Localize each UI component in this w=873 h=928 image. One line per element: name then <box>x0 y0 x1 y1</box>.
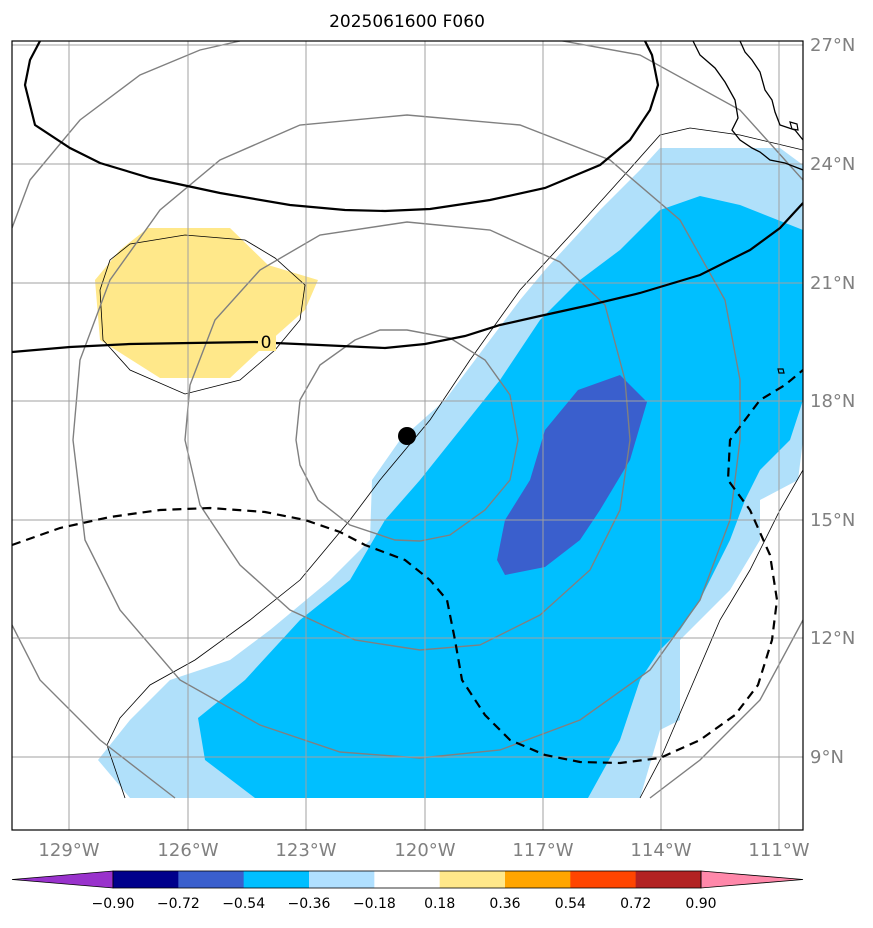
lat-tick: 12°N <box>810 628 855 649</box>
coastline-island <box>777 121 799 374</box>
fill-deep-sky-blue <box>198 196 803 798</box>
colorbar-outline <box>112 870 702 889</box>
lat-tick: 21°N <box>810 273 855 294</box>
lat-tick: 24°N <box>810 154 855 175</box>
colorbar-tick-label: 0.72 <box>620 896 651 912</box>
colorbar-segment <box>178 871 245 888</box>
colorbar-segment <box>570 871 637 888</box>
lon-tick: 126°W <box>157 840 218 861</box>
outline-yellow <box>99 234 306 395</box>
colorbar-segment <box>439 871 506 888</box>
lon-ticks: 129°W 126°W 123°W 120°W 117°W 114°W 111°… <box>38 840 809 861</box>
colorbar-segment <box>374 871 441 888</box>
lat-tick: 27°N <box>810 35 855 56</box>
coastline <box>692 41 803 171</box>
storm-center-marker <box>398 427 416 445</box>
colorbar-tick-label: −0.18 <box>353 896 396 912</box>
colorbar-tick-label: −0.72 <box>157 896 200 912</box>
map-frame <box>11 40 804 831</box>
colorbar-tick-label: −0.90 <box>92 896 135 912</box>
colorbar-tick-label: −0.54 <box>222 896 265 912</box>
contour-label-bg <box>258 333 276 351</box>
colorbar-tick-label: 0.90 <box>685 896 716 912</box>
lon-tick: 117°W <box>512 840 573 861</box>
range-rings <box>12 41 803 799</box>
lon-tick: 114°W <box>630 840 691 861</box>
colorbar-segment <box>635 871 702 888</box>
figure-title: 2025061600 F060 <box>329 12 485 32</box>
contour-solid-north <box>23 41 660 213</box>
lat-tick: 9°N <box>810 747 844 768</box>
colorbar-extend-high <box>700 870 804 889</box>
lat-tick: 15°N <box>810 510 855 531</box>
colorbar-tick-label: 0.36 <box>489 896 520 912</box>
outline-blue-east <box>639 469 803 799</box>
lat-tick: 18°N <box>810 391 855 412</box>
lat-ticks: 27°N 24°N 21°N 18°N 15°N 12°N 9°N <box>810 35 855 768</box>
colorbar-segment <box>113 871 179 888</box>
colorbar-segment <box>309 871 375 888</box>
lon-tick: 129°W <box>38 840 99 861</box>
colorbar-tick-label: −0.36 <box>288 896 331 912</box>
colorbar-tick-label: 0.18 <box>424 896 455 912</box>
lon-tick: 120°W <box>394 840 455 861</box>
contour-zero-label: 0 <box>261 333 272 353</box>
contour-zero <box>12 202 803 354</box>
lon-tick: 111°W <box>748 840 809 861</box>
outline-blue-west <box>106 127 803 799</box>
colorbar-segment <box>243 871 310 888</box>
fill-royal-blue <box>497 375 647 575</box>
colorbar: −0.90 −0.72 −0.54 −0.36 −0.18 0.18 0.36 0.54 0.7… <box>11 870 804 912</box>
map-area: 0 <box>12 41 803 830</box>
colorbar-extend-low <box>11 870 114 889</box>
lon-tick: 123°W <box>275 840 336 861</box>
colorbar-tick-label: 0.54 <box>555 896 586 912</box>
colorbar-segment <box>505 871 571 888</box>
graticule <box>12 41 803 830</box>
